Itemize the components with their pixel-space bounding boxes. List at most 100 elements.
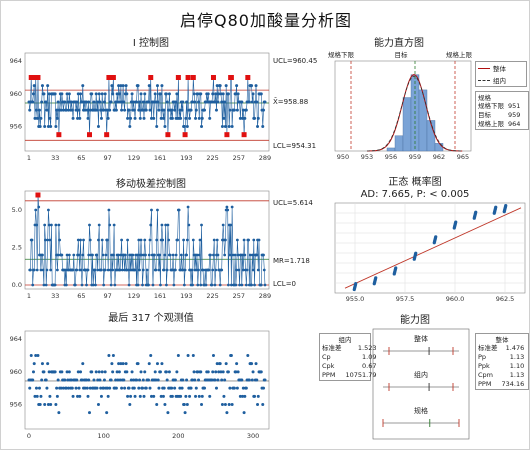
last-obs-point (221, 370, 225, 374)
last-obs-point (133, 394, 137, 398)
i-point (153, 92, 157, 96)
mr-chart-title: 移动极差控制图 (116, 177, 186, 190)
i-point (28, 108, 32, 112)
last-obs-point (164, 370, 168, 374)
i-point (54, 125, 58, 128)
i-point (184, 116, 188, 120)
legend-within-text: 组内 (493, 77, 506, 85)
prob-point (354, 281, 358, 286)
mr-point (96, 268, 100, 272)
i-ytick: 956 (10, 123, 22, 131)
last-obs-point (138, 394, 142, 398)
mr-ytick: 0.0 (12, 281, 22, 289)
mr-point (42, 283, 46, 287)
mr-point (100, 238, 104, 242)
cap-within-label: 组内 (414, 370, 428, 379)
i-point (261, 125, 265, 128)
stat-row: Cpk 0.67 (320, 362, 379, 371)
i-point (66, 100, 70, 104)
mr-point (150, 208, 153, 212)
mr-point (181, 268, 185, 272)
i-point (37, 108, 41, 112)
last-obs-point (243, 394, 247, 398)
mr-point (174, 253, 178, 257)
prob-fit-line (344, 207, 522, 289)
mr-point (182, 238, 185, 242)
i-point (197, 116, 201, 120)
i-point (120, 108, 124, 112)
mr-point (253, 283, 256, 287)
stat-value: 0.67 (362, 362, 377, 370)
mr-point (225, 205, 229, 209)
last-obs-point (241, 394, 245, 398)
mr-point (229, 283, 233, 287)
stat-value: 1.13 (509, 371, 525, 379)
last-obs-point (109, 378, 113, 382)
i-chart-ucl-label: UCL=960.45 (273, 57, 317, 65)
mr-point (88, 223, 91, 227)
i-point (162, 108, 166, 112)
last-obs-point (240, 378, 244, 382)
last-obs-point (263, 378, 267, 382)
cap-overall-label: 整体 (414, 334, 428, 343)
mr-point (171, 253, 175, 257)
i-point (219, 92, 223, 96)
i-point (67, 92, 71, 96)
i-point (55, 116, 59, 120)
mr-point (79, 268, 83, 272)
i-point (129, 100, 133, 104)
i-point (133, 116, 137, 120)
mr-point (64, 268, 67, 272)
last-obs-point (31, 378, 35, 382)
i-point (211, 92, 215, 96)
mr-point (109, 268, 112, 272)
i-chart-center-label: X̄=958.88 (273, 97, 308, 106)
mr-point (117, 253, 121, 257)
i-point (46, 84, 50, 88)
stat-key: 规格上限 (478, 120, 504, 128)
mr-point (251, 268, 255, 272)
i-point (165, 100, 169, 104)
last-obs-ytick: 964 (10, 335, 22, 343)
mr-point (228, 253, 232, 257)
last-obs-point (234, 370, 238, 374)
i-point (129, 116, 133, 120)
last-obs-point (238, 394, 242, 398)
i-point (191, 100, 195, 104)
stat-row: PPM 734.16 (476, 380, 526, 389)
last-obs-point (186, 354, 190, 357)
last-obs-point (148, 386, 152, 390)
mr-point (144, 253, 147, 257)
figure-title: 启停Q80加酸量分析图 (180, 11, 352, 30)
last-obs-point (197, 394, 201, 398)
i-point (35, 116, 39, 120)
stat-row: 规格上限 964 (476, 120, 522, 129)
last-obs-point (123, 386, 127, 390)
mr-point (85, 283, 88, 287)
last-obs-point (43, 403, 47, 406)
i-point (175, 92, 179, 96)
i-point (142, 116, 146, 120)
last-obs-point (246, 354, 250, 357)
mr-xtick: 193 (180, 292, 192, 300)
mr-point (214, 268, 218, 272)
last-obs-point (200, 403, 204, 406)
last-obs-point (236, 370, 240, 374)
i-point (98, 100, 102, 104)
last-obs-point (193, 378, 197, 382)
mr-point (44, 238, 47, 242)
i-point (200, 116, 204, 120)
i-point (152, 116, 156, 120)
mr-point (242, 238, 246, 242)
i-point (39, 116, 43, 120)
i-point (123, 108, 127, 112)
i-point (221, 92, 225, 96)
mr-point (108, 223, 112, 227)
i-xtick: 33 (51, 154, 59, 162)
i-chart-title: I 控制图 (133, 36, 169, 49)
i-point (241, 116, 245, 120)
legend-within-line (478, 79, 490, 81)
i-point (236, 92, 240, 96)
mr-point (241, 253, 244, 257)
i-point (259, 92, 263, 96)
